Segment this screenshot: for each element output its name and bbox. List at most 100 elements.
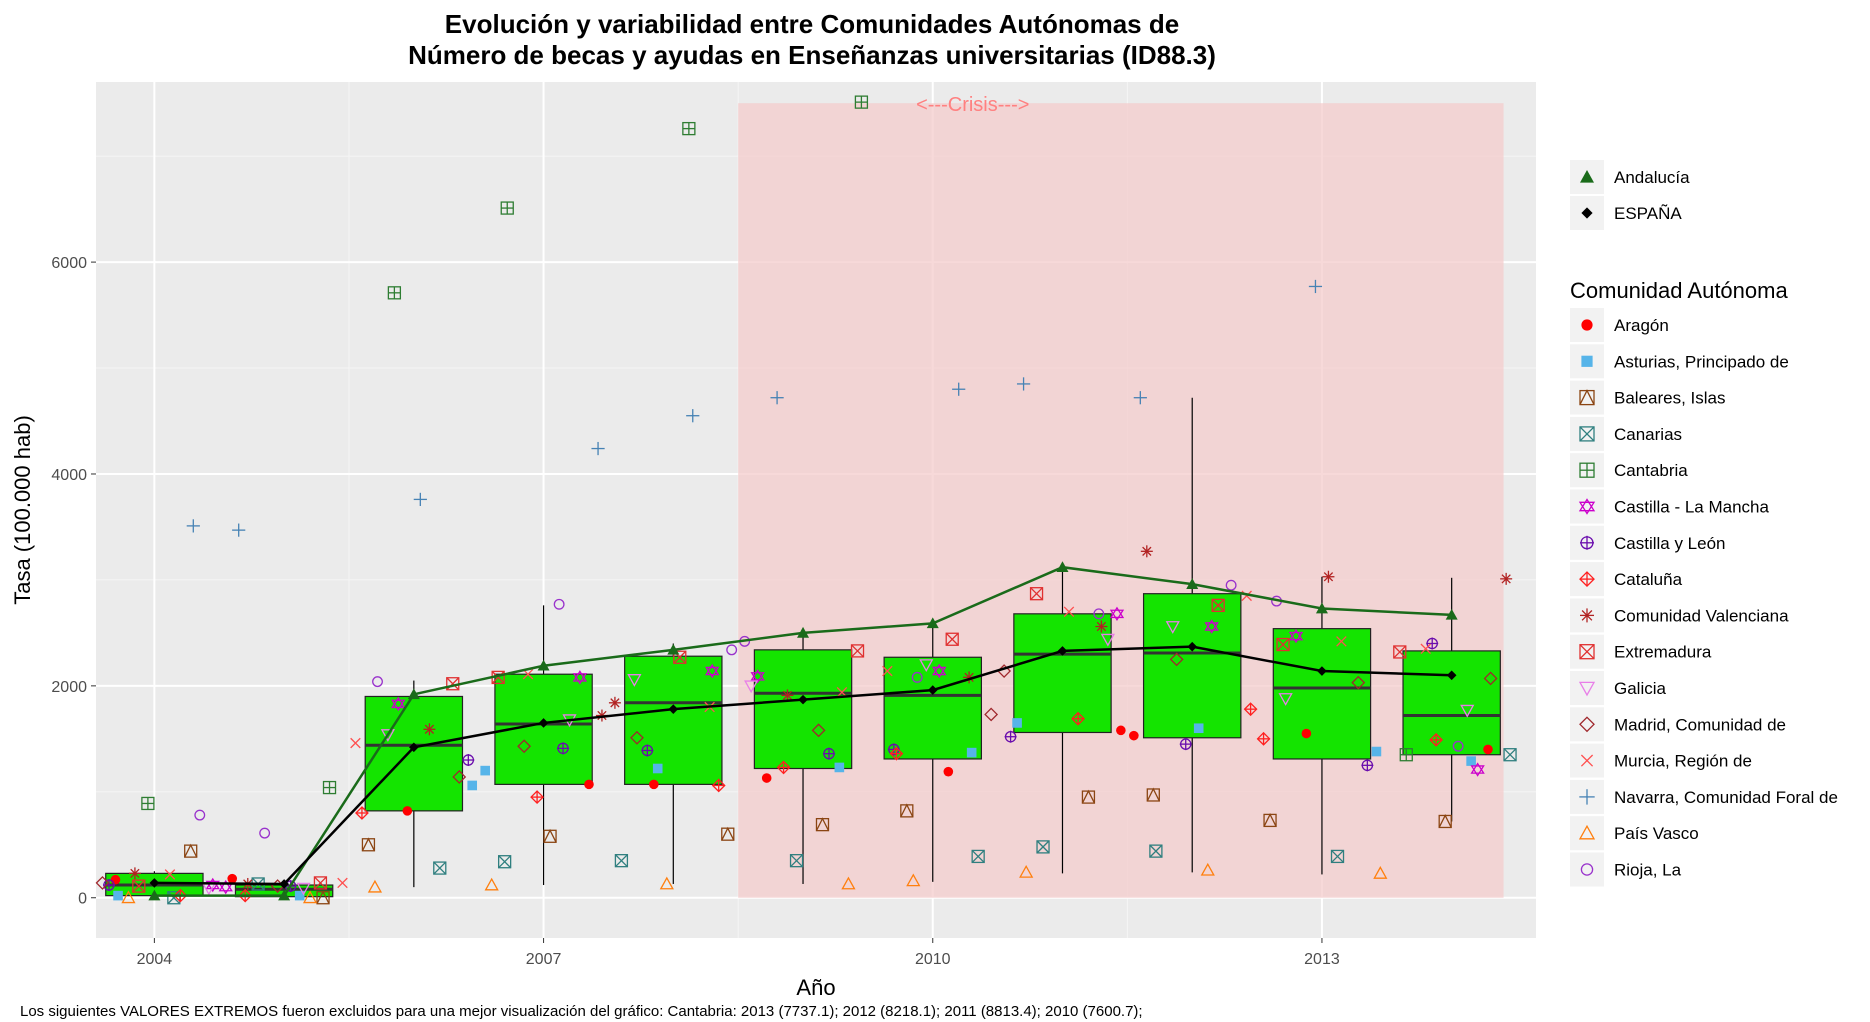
legend-key-marker — [1579, 571, 1595, 588]
point-asturias-principado-de — [480, 765, 490, 776]
legend-key-bg — [1570, 380, 1604, 415]
point-andalucia — [407, 688, 420, 700]
point-galicia — [380, 729, 395, 742]
point-pa-s-vasco — [841, 876, 856, 890]
legend-label: Andalucía — [1614, 168, 1690, 187]
legend-key-marker — [1579, 716, 1595, 733]
legend-label: Castilla - La Mancha — [1614, 498, 1770, 517]
point-andalucia — [278, 889, 291, 901]
x-tick-label: 2013 — [1304, 951, 1340, 968]
box-body — [1142, 593, 1242, 739]
point-cantabria — [682, 121, 696, 136]
point-andalucia — [1186, 578, 1199, 589]
legend-label: Rioja, La — [1614, 861, 1682, 880]
crisis-region — [738, 103, 1504, 898]
point-madrid-comunidad-de — [1483, 671, 1498, 686]
point-castilla-la-mancha — [391, 696, 406, 712]
legend-key-marker — [1580, 863, 1594, 876]
box-body — [883, 656, 983, 760]
point-arag-n — [1301, 728, 1312, 739]
point-navarra-comunidad-foral-de — [186, 519, 200, 533]
point-comunidad-valenciana — [1095, 620, 1108, 633]
point-castilla-y-le-n — [641, 744, 654, 757]
point-andalucia — [148, 889, 161, 901]
legend-key-marker — [1580, 608, 1594, 623]
point-andalucia — [667, 643, 680, 655]
point-rioja-la — [259, 827, 271, 839]
point-baleares-islas — [721, 826, 735, 841]
legend-key-bg — [1570, 707, 1604, 742]
point-espana — [1446, 670, 1457, 681]
point-castilla-la-mancha — [932, 663, 947, 679]
point-castilla-la-mancha — [1288, 628, 1304, 644]
legend-highlight: Andalucía ESPAÑA — [1570, 160, 1690, 230]
point-rioja-la — [1225, 579, 1237, 591]
point-andalucia — [1056, 561, 1069, 573]
point-arag-n — [761, 773, 772, 783]
point-pa-s-vasco — [367, 879, 383, 893]
box-body — [364, 695, 464, 812]
legend-label: Madrid, Comunidad de — [1614, 715, 1786, 734]
legend-label: Cataluña — [1614, 570, 1683, 589]
point-castilla-y-le-n — [557, 742, 570, 755]
point-comunidad-valenciana — [781, 689, 794, 702]
point-asturias-principado-de — [467, 780, 478, 791]
point-extremadura — [132, 879, 146, 893]
point-navarra-comunidad-foral-de — [1308, 279, 1323, 294]
point-madrid-comunidad-de — [517, 739, 532, 754]
legend-label: Baleares, Islas — [1614, 389, 1726, 408]
point-catalu-a — [1071, 711, 1085, 726]
point-murcia-regi-n-de — [1336, 636, 1347, 647]
point-espana — [798, 694, 808, 705]
point-arag-n — [1483, 744, 1493, 755]
point-galicia — [744, 680, 759, 694]
point-espana — [538, 718, 549, 728]
point-canarias — [1503, 748, 1517, 762]
point-rioja-la — [726, 644, 738, 656]
point-castilla-y-le-n — [1361, 759, 1374, 772]
point-castilla-la-mancha — [750, 669, 765, 684]
point-arag-n — [1129, 730, 1139, 741]
legend-key-marker — [1579, 426, 1595, 442]
point-catalu-a — [355, 806, 369, 820]
point-extremadura — [1276, 637, 1290, 652]
point-catalu-a — [1256, 731, 1271, 746]
point-cantabria — [141, 796, 155, 811]
point-castilla-la-mancha — [1470, 762, 1485, 777]
legend-label: Navarra, Comunidad Foral de — [1614, 788, 1838, 807]
point-cantabria — [322, 780, 337, 795]
point-navarra-comunidad-foral-de — [770, 391, 784, 405]
point-murcia-regi-n-de — [337, 877, 348, 889]
point-madrid-comunidad-de — [1169, 652, 1184, 667]
legend-label: País Vasco — [1614, 824, 1699, 843]
point-cantabria — [500, 201, 514, 215]
point-murcia-regi-n-de — [882, 665, 893, 677]
point-canarias — [1036, 840, 1050, 854]
point-andalucia — [797, 626, 810, 638]
point-pa-s-vasco — [302, 890, 318, 904]
point-catalu-a — [530, 790, 545, 805]
point-pa-s-vasco — [484, 877, 499, 891]
point-espana — [149, 878, 160, 888]
point-madrid-comunidad-de — [95, 875, 110, 890]
point-arag-n — [402, 806, 413, 816]
point-cantabria — [1399, 748, 1413, 762]
point-madrid-comunidad-de — [984, 707, 999, 722]
point-baleares-islas — [543, 828, 557, 843]
point-madrid-comunidad-de — [811, 723, 826, 738]
point-rioja-la — [372, 676, 383, 688]
point-baleares-islas — [361, 837, 376, 852]
point-asturias-principado-de — [966, 747, 977, 758]
x-tick-label: 2004 — [137, 951, 173, 968]
point-asturias-principado-de — [1012, 718, 1022, 728]
legend-key-marker — [1578, 498, 1596, 515]
point-espana — [409, 742, 419, 753]
point-comunidad-valenciana — [423, 723, 436, 736]
point-castilla-y-le-n — [462, 754, 475, 767]
point-catalu-a — [889, 746, 904, 761]
legend-key-bg — [1570, 489, 1604, 524]
point-galicia — [919, 659, 934, 673]
point-pa-s-vasco — [121, 890, 136, 904]
legend-label: Cantabria — [1614, 461, 1688, 480]
